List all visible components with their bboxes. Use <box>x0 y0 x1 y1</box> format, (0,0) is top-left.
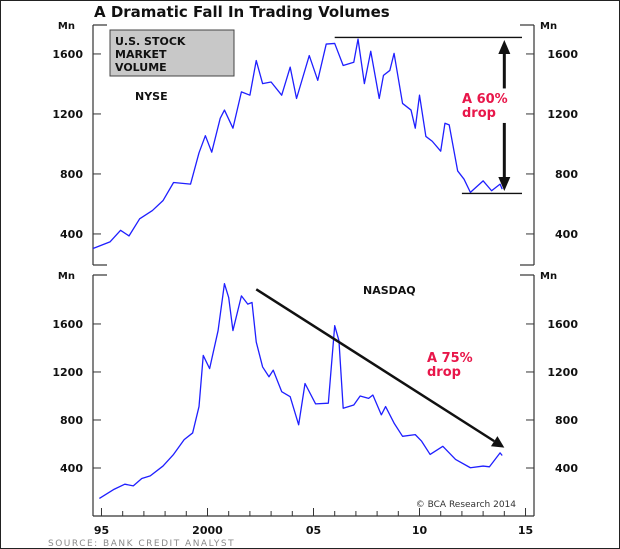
label-box <box>109 29 235 77</box>
annotation-text: drop <box>462 106 496 121</box>
y-tick-label-left: 1600 <box>52 48 83 61</box>
y-tick-label-left: 800 <box>60 168 83 181</box>
y-tick-label-right: 1200 <box>547 366 578 379</box>
annotation-text: A 75% <box>427 351 473 366</box>
trend-arrow-shaft <box>255 288 495 443</box>
series-line <box>92 38 503 250</box>
y-tick-label-left: 1200 <box>52 108 83 121</box>
y-tick-label-right: 400 <box>555 228 578 241</box>
y-unit-label-left: Mn <box>58 271 75 282</box>
y-tick-label-left: 1200 <box>52 366 83 379</box>
panel-label: NASDAQ <box>363 284 416 297</box>
annotation-text: drop <box>427 365 461 380</box>
trend-arrow-head <box>490 436 505 448</box>
y-tick-label-right: 400 <box>555 462 578 475</box>
panel-label: NYSE <box>135 90 168 103</box>
y-tick-label-left: 1600 <box>52 318 83 331</box>
arrow-down-head <box>498 176 511 191</box>
y-tick-label-right: 1600 <box>547 48 578 61</box>
y-tick-label-left: 400 <box>60 462 83 475</box>
x-tick-label: 10 <box>412 524 428 537</box>
y-tick-label-right: 800 <box>555 168 578 181</box>
credit-text: © BCA Research 2014 <box>416 500 517 510</box>
y-tick-label-right: 1200 <box>547 108 578 121</box>
label-box-text: VOLUME <box>115 61 167 74</box>
chart-title: A Dramatic Fall In Trading Volumes <box>94 3 390 21</box>
x-tick-label: 15 <box>518 524 533 537</box>
series-line <box>99 282 503 500</box>
y-tick-label-right: 800 <box>555 414 578 427</box>
y-tick-label-right: 1600 <box>547 318 578 331</box>
arrow-up-head <box>498 39 511 54</box>
y-unit-label-left: Mn <box>58 21 75 32</box>
x-tick-label: 95 <box>94 524 109 537</box>
y-tick-label-left: 800 <box>60 414 83 427</box>
annotation-text: A 60% <box>462 92 508 107</box>
y-tick-label-left: 400 <box>60 228 83 241</box>
label-box-text: MARKET <box>115 48 167 61</box>
y-unit-label-right: Mn <box>540 21 557 32</box>
x-tick-label: 05 <box>306 524 321 537</box>
y-unit-label-right: Mn <box>540 271 557 282</box>
label-box-text: U.S. STOCK <box>115 35 186 48</box>
source-note: SOURCE: BANK CREDIT ANALYST <box>48 539 235 549</box>
x-tick-label: 2000 <box>192 524 223 537</box>
